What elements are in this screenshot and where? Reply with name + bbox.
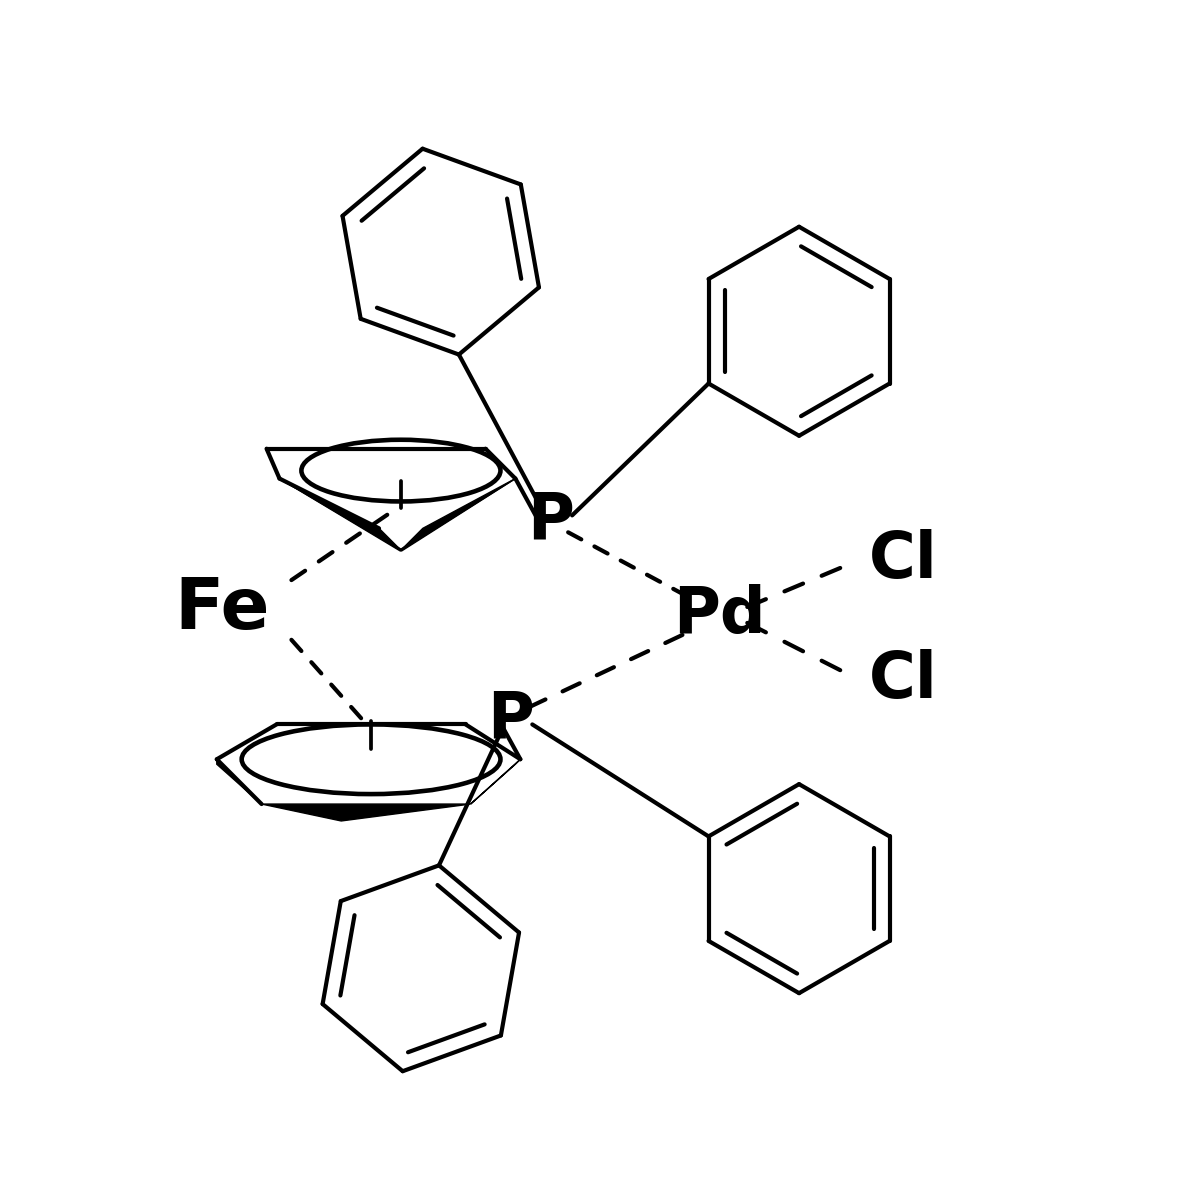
Text: Cl: Cl bbox=[869, 529, 937, 592]
Polygon shape bbox=[280, 479, 401, 551]
Polygon shape bbox=[262, 804, 470, 821]
Text: P: P bbox=[527, 490, 574, 551]
Text: Pd: Pd bbox=[673, 584, 766, 646]
Text: P: P bbox=[487, 689, 534, 750]
Text: Cl: Cl bbox=[869, 649, 937, 710]
Polygon shape bbox=[280, 479, 402, 551]
Polygon shape bbox=[470, 760, 521, 804]
Polygon shape bbox=[217, 760, 262, 804]
Polygon shape bbox=[401, 479, 515, 551]
Polygon shape bbox=[401, 479, 515, 551]
Text: Fe: Fe bbox=[174, 576, 270, 644]
